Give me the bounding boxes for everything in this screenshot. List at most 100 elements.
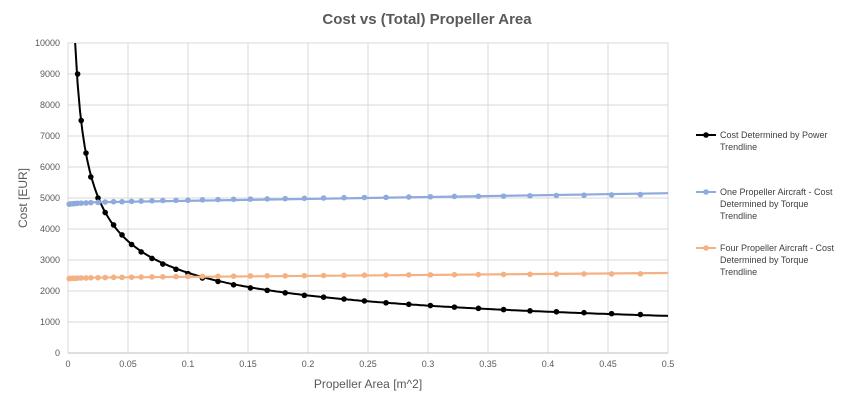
legend-label: One Propeller Aircraft - Cost bbox=[720, 187, 833, 197]
data-point bbox=[361, 272, 368, 278]
data-point bbox=[95, 274, 101, 281]
series-0 bbox=[74, 43, 668, 318]
data-point bbox=[264, 287, 271, 294]
data-point bbox=[406, 301, 412, 308]
data-point bbox=[88, 174, 94, 180]
data-point bbox=[341, 194, 347, 201]
y-tick-label: 4000 bbox=[40, 224, 60, 234]
x-tick-label: 0.05 bbox=[119, 359, 137, 369]
series-group bbox=[66, 43, 668, 318]
data-point bbox=[215, 278, 221, 285]
data-point bbox=[230, 196, 237, 203]
data-point bbox=[383, 299, 389, 306]
data-point bbox=[215, 273, 221, 280]
data-point bbox=[608, 310, 615, 317]
data-point bbox=[427, 272, 434, 278]
y-tick-label: 9000 bbox=[40, 69, 60, 79]
data-point bbox=[185, 197, 191, 203]
y-tick-label: 3000 bbox=[40, 255, 60, 265]
data-point bbox=[527, 193, 533, 199]
data-point bbox=[83, 275, 89, 281]
data-point bbox=[119, 198, 125, 205]
data-point bbox=[230, 273, 237, 279]
data-point bbox=[173, 273, 179, 280]
legend-marker bbox=[703, 132, 709, 138]
x-tick-label: 0.1 bbox=[182, 359, 195, 369]
data-point bbox=[301, 292, 308, 299]
data-point bbox=[451, 271, 458, 278]
data-point bbox=[282, 195, 289, 202]
data-point bbox=[95, 199, 101, 206]
data-point bbox=[119, 274, 125, 281]
data-point bbox=[637, 311, 644, 318]
data-point bbox=[160, 197, 166, 204]
x-tick-label: 0.5 bbox=[662, 359, 675, 369]
data-point bbox=[361, 298, 368, 304]
data-point bbox=[320, 195, 327, 201]
trendline-1 bbox=[68, 192, 668, 204]
data-point bbox=[149, 197, 155, 204]
trendline-0 bbox=[74, 43, 668, 317]
y-tick-label: 1000 bbox=[40, 317, 60, 327]
data-point bbox=[500, 271, 507, 278]
y-axis-label: Cost [EUR] bbox=[16, 168, 30, 228]
legend-entry-1: One Propeller Aircraft - Cost Determined … bbox=[696, 187, 833, 221]
data-point bbox=[78, 275, 84, 281]
data-point bbox=[199, 273, 206, 280]
legend-label: Determined by Torque bbox=[720, 199, 808, 209]
data-point bbox=[110, 198, 117, 205]
x-tick-label: 0.35 bbox=[479, 359, 497, 369]
data-point bbox=[527, 308, 533, 314]
data-point bbox=[637, 270, 644, 277]
data-point bbox=[78, 117, 84, 124]
data-point bbox=[74, 71, 81, 77]
data-point bbox=[128, 198, 135, 205]
data-point bbox=[608, 192, 615, 198]
data-point bbox=[581, 271, 587, 277]
data-point bbox=[215, 196, 221, 203]
data-point bbox=[88, 275, 94, 281]
x-tick-label: 0.25 bbox=[359, 359, 377, 369]
data-point bbox=[427, 193, 434, 200]
data-point bbox=[110, 274, 117, 281]
data-point bbox=[475, 193, 482, 200]
x-axis-label: Propeller Area [m^2] bbox=[314, 377, 422, 391]
y-tick-label: 8000 bbox=[40, 100, 60, 110]
data-point bbox=[264, 196, 271, 202]
data-point bbox=[173, 197, 179, 204]
data-point bbox=[361, 194, 368, 201]
data-point bbox=[320, 272, 327, 279]
x-tick-label: 0 bbox=[65, 359, 70, 369]
data-point bbox=[581, 309, 587, 316]
data-point bbox=[581, 192, 587, 199]
y-tick-labels: 0 1000 2000 3000 4000 5000 6000 7000 8000 9000 100… bbox=[35, 38, 60, 358]
data-point bbox=[88, 199, 94, 206]
x-tick-label: 0.15 bbox=[239, 359, 257, 369]
data-point bbox=[149, 274, 155, 280]
chart-title: Cost vs (Total) Propeller Area bbox=[322, 11, 532, 28]
legend-label: Trendline bbox=[720, 267, 757, 277]
y-tick-label: 10000 bbox=[35, 38, 60, 48]
data-point bbox=[102, 209, 108, 216]
legend-label: Cost Determined by Power bbox=[720, 130, 828, 140]
data-point bbox=[427, 302, 434, 309]
data-point bbox=[102, 274, 108, 281]
data-point bbox=[83, 200, 89, 206]
data-point bbox=[608, 271, 615, 277]
data-point bbox=[500, 306, 507, 313]
series-1 bbox=[66, 191, 668, 207]
data-point bbox=[173, 266, 179, 273]
x-tick-label: 0.45 bbox=[599, 359, 617, 369]
y-tick-label: 6000 bbox=[40, 162, 60, 172]
data-point bbox=[119, 232, 125, 238]
y-tick-label: 2000 bbox=[40, 286, 60, 296]
legend-entry-2: Four Propeller Aircraft - Cost Determined… bbox=[696, 243, 835, 277]
data-point bbox=[247, 196, 254, 202]
data-point bbox=[149, 255, 155, 262]
data-point bbox=[264, 273, 271, 279]
y-tick-label: 5000 bbox=[40, 193, 60, 203]
data-point bbox=[138, 274, 144, 280]
data-point bbox=[78, 200, 84, 206]
data-point bbox=[383, 272, 389, 278]
